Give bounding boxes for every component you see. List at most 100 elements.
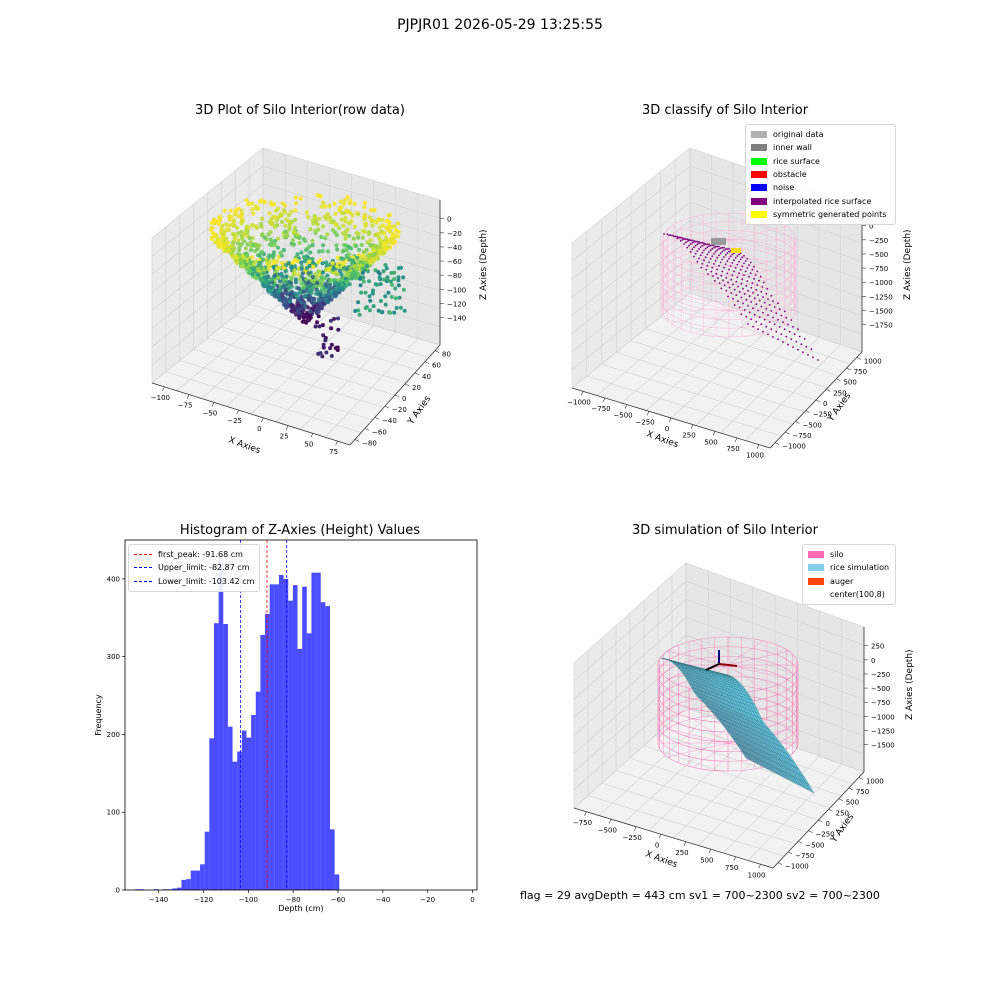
raw-point bbox=[303, 238, 308, 243]
histogram-x-tick-label: −20 bbox=[420, 896, 435, 904]
simulation-surface-cell bbox=[680, 662, 687, 665]
simulation-surface-cell bbox=[669, 660, 676, 663]
raw-point bbox=[304, 254, 309, 259]
raw-point bbox=[396, 278, 401, 283]
classify-point bbox=[743, 293, 746, 295]
simulation-surface-cell bbox=[743, 741, 753, 752]
raw-point bbox=[366, 261, 372, 266]
classify-point bbox=[750, 318, 753, 321]
classify-grid-line bbox=[571, 220, 691, 316]
classify-silo-ring bbox=[661, 230, 797, 285]
simulation-y-tick bbox=[858, 777, 864, 780]
classify-point bbox=[723, 249, 725, 252]
classify-point bbox=[701, 251, 704, 254]
raw-point bbox=[358, 260, 363, 265]
raw-point bbox=[328, 318, 333, 323]
raw-point bbox=[272, 293, 277, 299]
legend-lower-limit: Lower_limit: -103.42 cm bbox=[134, 575, 254, 588]
raw-point bbox=[253, 242, 258, 247]
classify-point bbox=[693, 246, 695, 249]
simulation-surface-cell bbox=[761, 750, 771, 761]
raw-point bbox=[258, 199, 263, 204]
simulation-surface-cell bbox=[725, 696, 732, 704]
raw-point bbox=[301, 237, 306, 242]
raw-point bbox=[282, 283, 287, 288]
raw-z-tick-label: −40 bbox=[447, 244, 462, 252]
raw-point bbox=[283, 288, 288, 293]
raw-point bbox=[392, 224, 397, 229]
raw-point bbox=[244, 251, 249, 256]
simulation-surface-cell bbox=[680, 668, 687, 673]
raw-point bbox=[248, 269, 253, 274]
simulation-surface-cell bbox=[693, 690, 701, 698]
raw-point bbox=[297, 316, 302, 321]
raw-point bbox=[229, 250, 234, 255]
simulation-surface-cell bbox=[749, 717, 758, 725]
simulation-rice-surface bbox=[659, 657, 815, 794]
classify-point bbox=[762, 296, 764, 298]
simulation-surface-cell bbox=[713, 705, 723, 713]
raw-point bbox=[243, 264, 248, 269]
simulation-silo-spoke bbox=[667, 742, 729, 758]
simulation-grid-line bbox=[573, 562, 687, 664]
raw-point bbox=[310, 278, 315, 283]
raw-point bbox=[384, 247, 389, 252]
classify-point bbox=[694, 240, 697, 243]
raw-point bbox=[297, 310, 302, 316]
raw-point bbox=[327, 281, 333, 286]
raw-point bbox=[298, 290, 303, 295]
classify-point bbox=[718, 245, 720, 248]
raw-point bbox=[383, 247, 388, 252]
raw-point bbox=[235, 231, 241, 236]
simulation-surface-cell bbox=[745, 726, 754, 735]
raw-point bbox=[315, 304, 320, 309]
classify-point bbox=[671, 234, 674, 237]
simulation-surface-cell bbox=[742, 724, 751, 733]
simulation-surface-cell bbox=[743, 751, 753, 762]
raw-point bbox=[305, 310, 310, 315]
raw-point bbox=[278, 283, 283, 288]
raw-point bbox=[293, 312, 299, 317]
classify-point bbox=[708, 261, 710, 263]
raw-point bbox=[274, 290, 279, 296]
raw-point bbox=[321, 243, 326, 248]
raw-point bbox=[287, 285, 292, 290]
raw-point bbox=[228, 251, 233, 256]
simulation-surface-cell bbox=[736, 686, 743, 692]
raw-point bbox=[331, 287, 336, 292]
raw-point bbox=[239, 221, 244, 226]
raw-point bbox=[357, 264, 363, 269]
raw-point bbox=[334, 243, 339, 248]
raw-point bbox=[372, 218, 377, 224]
classify-point bbox=[720, 274, 723, 277]
raw-point bbox=[316, 227, 321, 232]
raw-point bbox=[366, 253, 371, 258]
raw-point bbox=[378, 299, 383, 303]
raw-point bbox=[256, 269, 261, 274]
raw-point bbox=[307, 289, 312, 294]
simulation-grid-line bbox=[573, 617, 687, 718]
simulation-surface-cell bbox=[683, 669, 690, 674]
raw-point bbox=[303, 294, 308, 299]
raw-point bbox=[292, 271, 297, 276]
raw-point bbox=[283, 296, 288, 301]
raw-point bbox=[384, 279, 389, 284]
simulation-surface-cell bbox=[719, 673, 725, 677]
raw-point bbox=[308, 312, 313, 318]
simulation-surface-cell bbox=[742, 732, 752, 742]
raw-point bbox=[352, 270, 357, 275]
simulation-grid-line bbox=[587, 795, 785, 857]
raw-point bbox=[289, 264, 294, 269]
raw-point bbox=[313, 228, 318, 234]
raw-point bbox=[318, 281, 323, 286]
classify-point bbox=[711, 255, 714, 257]
raw-point bbox=[265, 284, 270, 289]
classify-silo-spoke bbox=[695, 286, 730, 311]
simulation-surface-cell bbox=[690, 677, 697, 684]
simulation-surface-cell bbox=[684, 668, 691, 672]
simulation-surface-cell bbox=[712, 695, 719, 702]
raw-point bbox=[362, 260, 367, 265]
simulation-surface-cell bbox=[740, 720, 749, 728]
raw-point bbox=[352, 242, 357, 247]
raw-point bbox=[258, 259, 263, 264]
